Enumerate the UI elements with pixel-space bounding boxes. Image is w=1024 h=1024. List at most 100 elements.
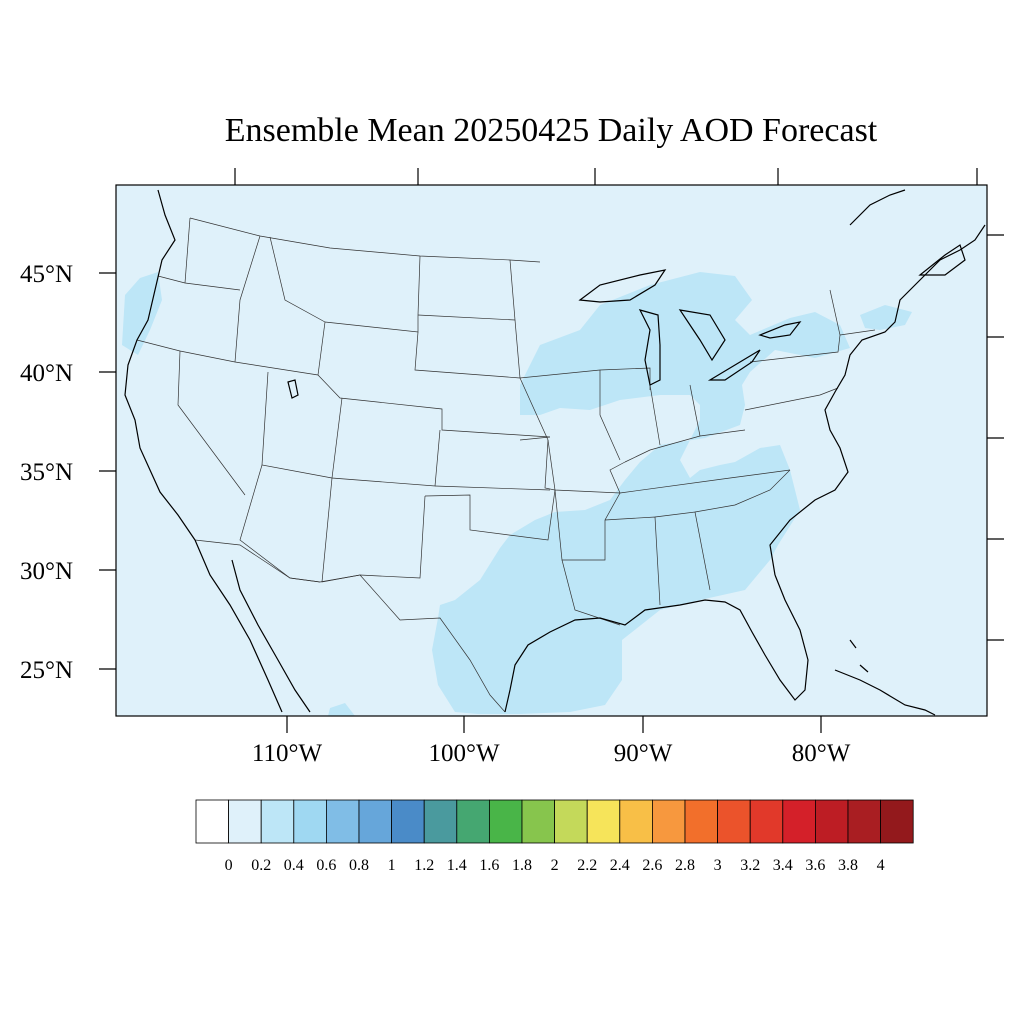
- state-line-id: [234, 235, 261, 363]
- colorbar-swatch: [880, 799, 914, 844]
- st-lawrence-coast: [849, 189, 906, 226]
- colorbar-label: 2: [551, 857, 559, 874]
- map-panel: 45°N 40°N 35°N 30°N 25°N 110°W 100°W 90°…: [20, 168, 1004, 767]
- lake-huron: [678, 309, 726, 362]
- state-line-ny: [749, 289, 841, 363]
- colorbar-swatch: [554, 799, 588, 844]
- lat-label: 30°N: [20, 558, 73, 585]
- colorbar-label: 2.2: [577, 857, 597, 874]
- state-line-pa: [744, 387, 839, 411]
- colorbar-label: 3.2: [740, 857, 760, 874]
- colorbar-swatch: [847, 799, 881, 844]
- lon-label: 90°W: [614, 740, 673, 767]
- colorbar-swatch: [684, 799, 718, 844]
- colorbar-label: 0.8: [349, 857, 369, 874]
- state-line-co: [331, 397, 441, 487]
- bahamas-coast: [849, 639, 869, 673]
- bottom-ticks: [286, 716, 822, 733]
- aod-region-new-england: [860, 305, 912, 330]
- colorbar-label: 1.8: [512, 857, 532, 874]
- lake-michigan: [638, 309, 661, 386]
- state-line-ks-ok: [434, 485, 551, 491]
- coastlines: [124, 189, 986, 716]
- atlantic-coastline: [769, 224, 986, 576]
- colorbar-label: 0.4: [284, 857, 304, 874]
- colorbar-swatch: [586, 799, 621, 844]
- aod-regions: [122, 272, 912, 716]
- colorbar-swatch: [652, 799, 686, 844]
- aod-region-central-east: [432, 272, 850, 714]
- pacific-coastline: [124, 189, 196, 541]
- map-frame: [115, 184, 988, 717]
- baja-west-coast: [194, 539, 283, 713]
- colorbar-label: 2.4: [610, 857, 630, 874]
- colorbar-swatch: [749, 799, 784, 844]
- lake-erie: [707, 349, 761, 381]
- map-title: Ensemble Mean 20250425 Daily AOD Forecas…: [225, 112, 878, 149]
- state-line-il: [599, 370, 621, 461]
- colorbar-label: 3.6: [805, 857, 825, 874]
- colorbar-label: 2.8: [675, 857, 695, 874]
- state-line-mo: [519, 377, 626, 494]
- state-line-nc-sc: [694, 469, 791, 513]
- colorbar-label: 1.4: [447, 857, 467, 874]
- mexico-border: [194, 539, 506, 713]
- state-line-42n: [136, 339, 551, 438]
- state-line-ar: [554, 489, 621, 561]
- state-line-ne-states: [839, 329, 876, 336]
- state-line-ky-oh: [624, 429, 746, 463]
- state-line-ne-ks: [519, 436, 551, 441]
- colorbar-swatch: [815, 799, 849, 844]
- colorbar-swatch: [358, 799, 392, 844]
- colorbar-swatch: [228, 799, 262, 844]
- colorbar-swatch: [260, 799, 295, 844]
- state-line-sd-ne: [414, 331, 521, 379]
- colorbar-swatch: [423, 799, 458, 844]
- lon-label: 80°W: [792, 740, 851, 767]
- left-ticks: [99, 272, 116, 670]
- state-line-in: [649, 384, 661, 446]
- lat-label: 25°N: [20, 657, 73, 684]
- state-line-nv: [177, 350, 246, 496]
- colorbar-label: 4: [877, 857, 885, 874]
- colorbar-swatch: [619, 799, 653, 844]
- colorbar-swatch: [391, 799, 425, 844]
- colorbar-swatch: [521, 799, 555, 844]
- aod-region-pacific-northwest: [122, 272, 162, 355]
- gulf-coastline: [504, 574, 809, 713]
- state-line-oh: [689, 384, 701, 437]
- colorbar-swatch: [325, 799, 360, 844]
- lat-label: 45°N: [20, 261, 73, 288]
- lat-label: 40°N: [20, 360, 73, 387]
- lon-label: 100°W: [428, 740, 499, 767]
- colorbar-swatch: [293, 799, 327, 844]
- colorbar-swatch: [195, 799, 229, 844]
- colorbar-swatch: [456, 799, 490, 844]
- colorbar-label: 3: [714, 857, 722, 874]
- state-line-wa-or: [157, 275, 241, 291]
- lat-label: 35°N: [20, 459, 73, 486]
- top-ticks: [234, 168, 978, 185]
- latitude-labels: 45°N 40°N 35°N 30°N 25°N: [20, 261, 73, 684]
- colorbar-label: 2.6: [642, 857, 662, 874]
- colorbar-label: 1.2: [414, 857, 434, 874]
- baja-east-coast: [231, 559, 311, 713]
- lake-ontario: [758, 321, 802, 339]
- lon-label: 110°W: [252, 740, 323, 767]
- lake-superior: [578, 269, 667, 303]
- canada-border: [189, 217, 541, 263]
- colorbar-label: 3.4: [773, 857, 793, 874]
- colorbar-swatch: [717, 799, 751, 844]
- colorbar-swatch: [488, 799, 523, 844]
- great-salt-lake: [287, 379, 299, 399]
- state-line-wy: [324, 255, 421, 333]
- aod-region-southwest: [328, 703, 355, 716]
- state-line-mt: [269, 236, 326, 323]
- cuba-coast: [834, 669, 936, 716]
- colorbar-swatch: [782, 799, 816, 844]
- nova-scotia-coast: [918, 244, 966, 276]
- political-boundaries: [136, 217, 876, 713]
- state-line-wa-id: [184, 217, 191, 284]
- colorbar-label: 1: [388, 857, 396, 874]
